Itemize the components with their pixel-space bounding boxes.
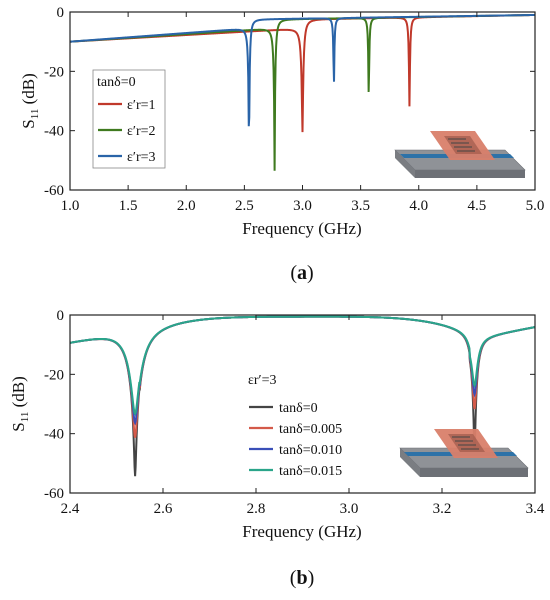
panel-a-y-tick-label: -40 xyxy=(44,124,64,140)
panel-b-x-tick-label: 3.2 xyxy=(433,501,452,517)
panel-b-device-illustration xyxy=(399,429,529,477)
panel-b-x-ticks: 2.4 2.6 2.8 3.0 3.2 3.4 xyxy=(61,315,545,517)
panel-b-x-tick-label: 3.0 xyxy=(340,501,359,517)
panel-b-y-tick-label: -60 xyxy=(44,486,64,502)
panel-a-x-tick-label: 5.0 xyxy=(526,198,545,214)
panel-a-x-axis-label: Frequency (GHz) xyxy=(242,219,361,238)
panel-a-label: (a) xyxy=(290,262,313,284)
panel-a-x-tick-label: 3.0 xyxy=(293,198,312,214)
legend-label-er2: ε′r=2 xyxy=(127,124,156,139)
panel-b-legend: εr′=3 tanδ=0 tanδ=0.005 tanδ=0.010 tanδ=… xyxy=(248,373,342,479)
panel-b-x-tick-label: 2.6 xyxy=(154,501,173,517)
legend-label-tan0: tanδ=0 xyxy=(279,401,318,416)
panel-b-x-tick-label: 2.8 xyxy=(247,501,266,517)
panel-a-x-tick-label: 3.5 xyxy=(351,198,370,214)
legend-label-tan010: tanδ=0.010 xyxy=(279,443,342,458)
panel-b-x-tick-label: 3.4 xyxy=(526,501,545,517)
panel-a-legend-title: tanδ=0 xyxy=(97,75,136,90)
panel-b-y-axis-label-sub: 11 xyxy=(19,412,31,423)
panel-b-plot-frame xyxy=(69,314,536,494)
panel-b-y-ticks: 0 -20 -40 -60 xyxy=(44,308,535,502)
legend-label-tan005: tanδ=0.005 xyxy=(279,422,342,437)
panel-b-y-axis-label-main: S xyxy=(9,422,28,431)
panel-b-y-axis-label: S11 (dB) xyxy=(9,376,31,431)
panel-b-y-tick-label: 0 xyxy=(57,308,65,324)
panel-b-series-line-3 xyxy=(70,315,535,416)
panel-b-y-tick-label: -40 xyxy=(44,427,64,443)
panel-b-series xyxy=(70,315,535,477)
panel-b-legend-title: εr′=3 xyxy=(248,373,277,388)
panel-b-y-axis-label-unit: (dB) xyxy=(9,376,28,411)
panel-a-y-axis-label-main: S xyxy=(19,119,38,128)
panel-a-y-axis-label: S11 (dB) xyxy=(19,73,41,128)
panel-a-y-tick-label: 0 xyxy=(57,5,65,21)
legend-label-tan015: tanδ=0.015 xyxy=(279,464,342,479)
panel-a-y-axis-label-sub: 11 xyxy=(29,109,41,120)
panel-a-y-axis-label-unit: (dB) xyxy=(19,73,38,108)
panel-b-x-axis-label: Frequency (GHz) xyxy=(242,522,361,541)
legend-label-er3: ε′r=3 xyxy=(127,150,156,165)
panel-a-y-tick-label: -60 xyxy=(44,183,64,199)
panel-a-device-illustration xyxy=(394,131,526,178)
panel-a-x-tick-label: 1.5 xyxy=(119,198,138,214)
panel-a-x-tick-label: 4.0 xyxy=(409,198,428,214)
panel-b-chart: 2.4 2.6 2.8 3.0 3.2 3.4 0 -20 -40 -60 εr′=3 tanδ… xyxy=(9,308,545,589)
panel-a-series-line-2 xyxy=(70,13,535,127)
panel-a-x-tick-label: 2.5 xyxy=(235,198,254,214)
panel-a-x-ticks: 1.0 1.5 2.0 2.5 3.0 3.5 4.0 4.5 5.0 xyxy=(61,12,545,214)
panel-b-y-tick-label: -20 xyxy=(44,367,64,383)
panel-a-chart: 1.0 1.5 2.0 2.5 3.0 3.5 4.0 4.5 5.0 0 -20 -40 -60 t… xyxy=(19,5,544,284)
panel-a-x-tick-label: 4.5 xyxy=(468,198,487,214)
panel-a-y-tick-label: -20 xyxy=(44,64,64,80)
panel-b-label: (b) xyxy=(290,567,314,589)
panel-a-x-tick-label: 2.0 xyxy=(177,198,196,214)
panel-a-y-ticks: 0 -20 -40 -60 xyxy=(44,5,535,199)
panel-a-legend-box xyxy=(92,69,166,169)
legend-label-er1: ε′r=1 xyxy=(127,98,156,113)
panel-a-legend: tanδ=0 ε′r=1 ε′r=2 ε′r=3 xyxy=(92,69,166,169)
panel-a-x-tick-label: 1.0 xyxy=(61,198,80,214)
panel-a-series xyxy=(70,13,535,171)
panel-b-x-tick-label: 2.4 xyxy=(61,501,80,517)
